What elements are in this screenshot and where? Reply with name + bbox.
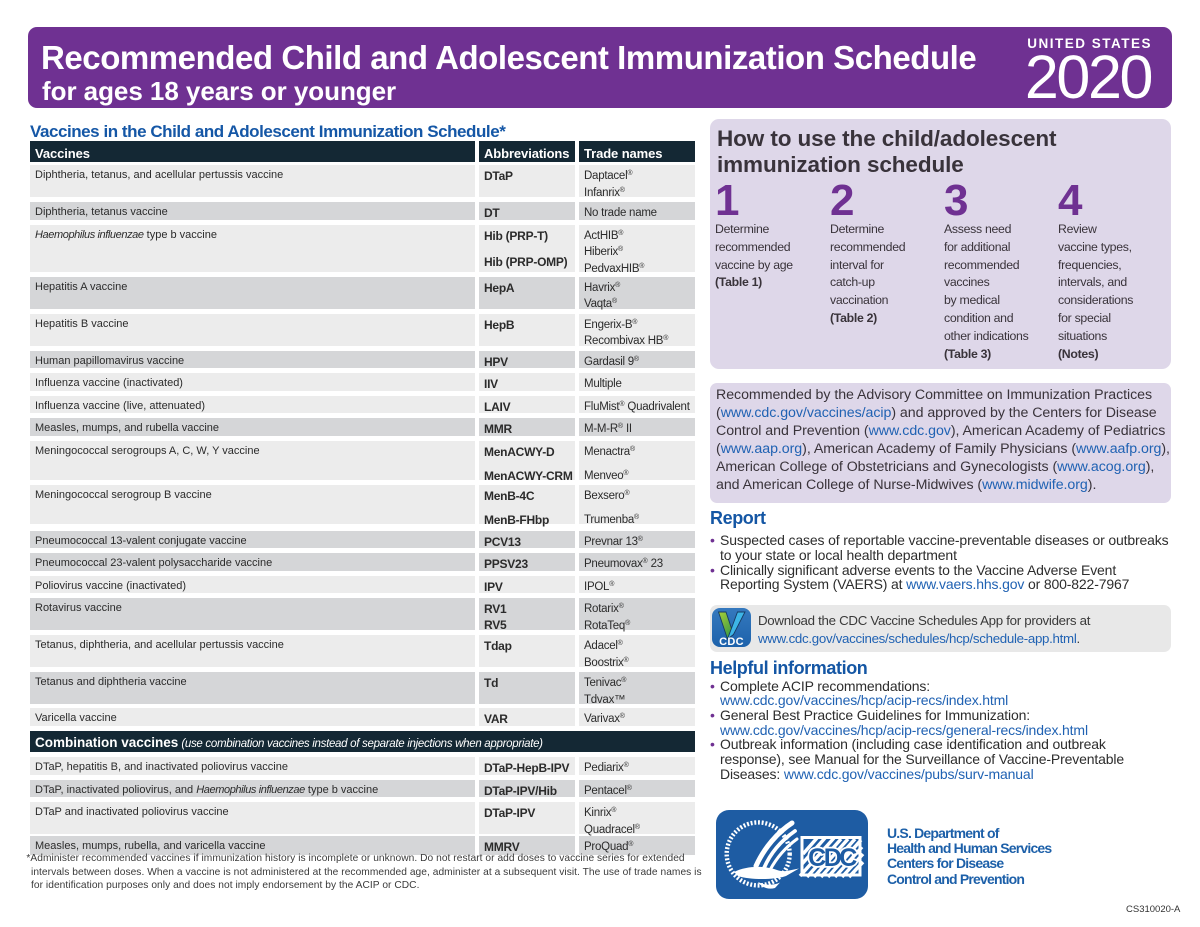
svg-text:CDC: CDC [808, 844, 857, 872]
svg-text:CDC: CDC [719, 636, 744, 647]
svg-text:CDC: CDC [808, 844, 857, 872]
